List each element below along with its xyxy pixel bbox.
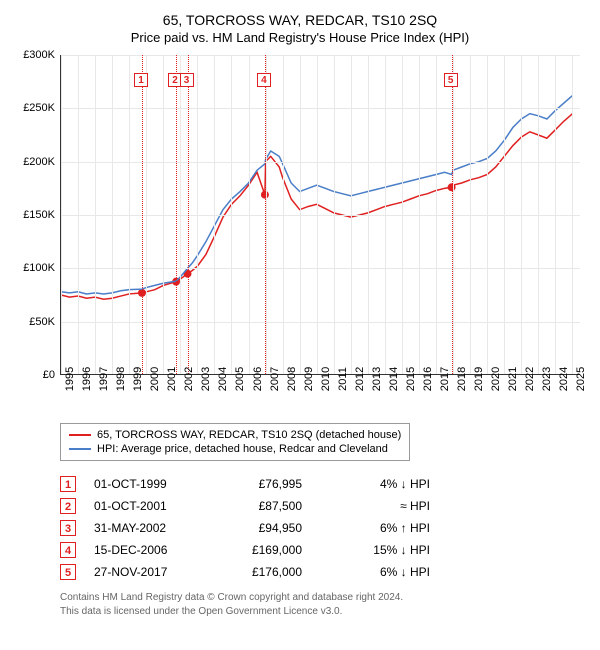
- x-tick-label: 2013: [371, 367, 383, 391]
- x-tick-label: 2001: [166, 367, 178, 391]
- x-tick-label: 1996: [81, 367, 93, 391]
- x-tick-label: 2024: [558, 367, 570, 391]
- row-price: £169,000: [222, 543, 302, 557]
- legend: 65, TORCROSS WAY, REDCAR, TS10 2SQ (deta…: [60, 423, 410, 461]
- legend-label-property: 65, TORCROSS WAY, REDCAR, TS10 2SQ (deta…: [97, 429, 401, 441]
- row-date: 01-OCT-1999: [94, 477, 204, 491]
- x-axis-labels: 1995199619971998199920002001200220032004…: [60, 375, 580, 415]
- x-tick-label: 2019: [473, 367, 485, 391]
- event-table: 1 01-OCT-1999 £76,995 4% ↓ HPI 2 01-OCT-2001 £…: [60, 473, 590, 583]
- x-tick-label: 2020: [490, 367, 502, 391]
- event-marker-3: 3: [180, 73, 194, 87]
- row-date: 01-OCT-2001: [94, 499, 204, 513]
- y-tick-label: £150K: [23, 209, 55, 221]
- event-marker-5: 5: [444, 73, 458, 87]
- footer-line1: Contains HM Land Registry data © Crown c…: [60, 591, 590, 605]
- row-marker: 2: [60, 498, 76, 514]
- row-diff: 15% ↓ HPI: [320, 543, 430, 557]
- x-tick-label: 2007: [269, 367, 281, 391]
- x-tick-label: 2009: [303, 367, 315, 391]
- row-marker: 1: [60, 476, 76, 492]
- table-row: 2 01-OCT-2001 £87,500 ≈ HPI: [60, 495, 590, 517]
- chart-subtitle: Price paid vs. HM Land Registry's House …: [10, 30, 590, 45]
- row-price: £76,995: [222, 477, 302, 491]
- table-row: 1 01-OCT-1999 £76,995 4% ↓ HPI: [60, 473, 590, 495]
- row-marker: 5: [60, 564, 76, 580]
- legend-swatch-property: [69, 434, 91, 436]
- row-diff: 4% ↓ HPI: [320, 477, 430, 491]
- y-tick-label: £250K: [23, 102, 55, 114]
- table-row: 4 15-DEC-2006 £169,000 15% ↓ HPI: [60, 539, 590, 561]
- chart-title: 65, TORCROSS WAY, REDCAR, TS10 2SQ: [10, 12, 590, 28]
- y-tick-label: £100K: [23, 262, 55, 274]
- x-tick-label: 2004: [217, 367, 229, 391]
- event-marker-1: 1: [134, 73, 148, 87]
- x-tick-label: 2012: [354, 367, 366, 391]
- x-tick-label: 2008: [286, 367, 298, 391]
- y-tick-label: £0: [43, 369, 55, 381]
- x-tick-label: 2010: [320, 367, 332, 391]
- legend-row-hpi: HPI: Average price, detached house, Redc…: [69, 442, 401, 456]
- row-date: 27-NOV-2017: [94, 565, 204, 579]
- row-price: £87,500: [222, 499, 302, 513]
- row-diff: ≈ HPI: [320, 499, 430, 513]
- x-tick-label: 2000: [149, 367, 161, 391]
- y-tick-label: £300K: [23, 49, 55, 61]
- chart: £0£50K£100K£150K£200K£250K£300K12345 199…: [10, 55, 590, 415]
- x-tick-label: 1995: [64, 367, 76, 391]
- x-tick-label: 2021: [507, 367, 519, 391]
- row-price: £94,950: [222, 521, 302, 535]
- y-tick-label: £50K: [29, 316, 55, 328]
- table-row: 5 27-NOV-2017 £176,000 6% ↓ HPI: [60, 561, 590, 583]
- plot-area: £0£50K£100K£150K£200K£250K£300K12345: [60, 55, 580, 375]
- legend-label-hpi: HPI: Average price, detached house, Redc…: [97, 443, 388, 455]
- legend-swatch-hpi: [69, 448, 91, 450]
- x-tick-label: 2025: [575, 367, 587, 391]
- table-row: 3 31-MAY-2002 £94,950 6% ↑ HPI: [60, 517, 590, 539]
- attribution-footer: Contains HM Land Registry data © Crown c…: [60, 591, 590, 619]
- x-tick-label: 2016: [422, 367, 434, 391]
- x-tick-label: 2006: [252, 367, 264, 391]
- x-tick-label: 2023: [541, 367, 553, 391]
- row-diff: 6% ↓ HPI: [320, 565, 430, 579]
- row-price: £176,000: [222, 565, 302, 579]
- x-tick-label: 2005: [234, 367, 246, 391]
- x-tick-label: 1998: [115, 367, 127, 391]
- footer-line2: This data is licensed under the Open Gov…: [60, 605, 590, 619]
- x-tick-label: 1997: [98, 367, 110, 391]
- x-tick-label: 2017: [439, 367, 451, 391]
- x-tick-label: 2014: [388, 367, 400, 391]
- x-tick-label: 2018: [456, 367, 468, 391]
- event-marker-4: 4: [257, 73, 271, 87]
- x-tick-label: 2002: [183, 367, 195, 391]
- x-tick-label: 1999: [132, 367, 144, 391]
- x-tick-label: 2011: [337, 367, 349, 391]
- y-tick-label: £200K: [23, 156, 55, 168]
- row-diff: 6% ↑ HPI: [320, 521, 430, 535]
- x-tick-label: 2015: [405, 367, 417, 391]
- row-marker: 3: [60, 520, 76, 536]
- x-tick-label: 2022: [524, 367, 536, 391]
- row-marker: 4: [60, 542, 76, 558]
- row-date: 15-DEC-2006: [94, 543, 204, 557]
- legend-row-property: 65, TORCROSS WAY, REDCAR, TS10 2SQ (deta…: [69, 428, 401, 442]
- x-tick-label: 2003: [200, 367, 212, 391]
- row-date: 31-MAY-2002: [94, 521, 204, 535]
